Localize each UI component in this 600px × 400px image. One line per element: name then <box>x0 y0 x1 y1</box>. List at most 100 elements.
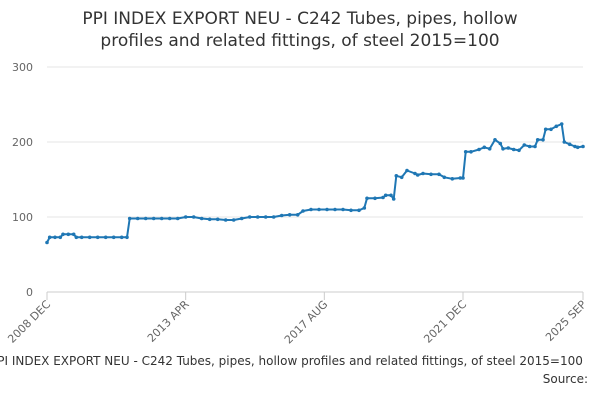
data-point <box>255 215 260 219</box>
x-tick-label: 2021 DEC <box>421 298 469 346</box>
data-point <box>562 140 567 144</box>
series-layer <box>45 122 585 245</box>
data-point <box>373 196 377 201</box>
data-point <box>535 138 540 142</box>
data-point <box>45 240 49 245</box>
data-point <box>357 208 361 213</box>
y-tick-label: 100 <box>12 211 33 224</box>
data-point <box>199 216 204 221</box>
y-tick-label: 300 <box>12 61 33 74</box>
chart-title-line-2: profiles and related fittings, of steel … <box>100 31 500 51</box>
data-point <box>442 175 447 180</box>
data-point <box>341 207 345 212</box>
data-point <box>437 172 441 177</box>
data-point <box>127 216 132 221</box>
data-point <box>394 174 399 178</box>
data-point <box>135 216 140 221</box>
data-point <box>405 168 409 173</box>
data-point <box>549 127 553 132</box>
data-point <box>223 218 228 222</box>
data-point <box>61 232 65 237</box>
data-point <box>383 193 388 198</box>
data-point <box>87 235 92 240</box>
x-tick-label: 2008 DEC <box>5 298 53 346</box>
data-point <box>111 235 116 240</box>
data-point <box>421 171 425 176</box>
data-point <box>295 213 300 217</box>
data-point <box>543 127 548 132</box>
data-point <box>381 195 385 200</box>
data-point <box>71 232 76 237</box>
data-point <box>47 235 52 240</box>
data-point <box>309 207 313 212</box>
data-point <box>429 172 433 177</box>
data-point <box>263 215 268 219</box>
data-point <box>527 144 532 149</box>
data-point <box>231 218 236 222</box>
data-point <box>461 176 465 180</box>
data-point <box>501 147 505 151</box>
data-point <box>95 235 100 240</box>
data-point <box>125 235 129 240</box>
x-tick-label: 2025 SEP <box>543 298 589 344</box>
data-point <box>215 217 220 222</box>
data-point <box>450 177 455 181</box>
data-point <box>191 215 196 219</box>
data-point <box>581 144 585 149</box>
data-point <box>506 146 511 150</box>
data-point <box>349 208 353 213</box>
y-tick-label: 0 <box>26 286 33 299</box>
data-point <box>301 209 305 213</box>
data-point <box>469 150 473 154</box>
data-point <box>333 207 337 212</box>
x-tick-label: 2013 APR <box>145 298 192 345</box>
data-point <box>119 235 124 240</box>
chart-title-line-1: PPI INDEX EXPORT NEU - C242 Tubes, pipes… <box>82 9 518 29</box>
data-point <box>79 235 84 240</box>
data-point <box>511 147 516 152</box>
x-tick-label: 2017 AUG <box>282 298 331 347</box>
data-point <box>541 138 545 142</box>
data-point <box>66 232 71 237</box>
source-label: Source: <box>542 372 588 386</box>
data-point <box>183 215 188 219</box>
data-point <box>575 145 580 150</box>
data-point <box>493 138 497 142</box>
data-point <box>74 235 79 240</box>
data-point <box>365 196 369 201</box>
data-point <box>167 216 172 221</box>
data-point <box>279 213 284 218</box>
data-point <box>533 144 537 149</box>
data-point <box>415 173 420 177</box>
y-tick-label: 200 <box>12 136 33 149</box>
data-point <box>247 215 252 219</box>
data-point <box>477 147 481 152</box>
data-point <box>559 122 564 126</box>
data-point <box>325 207 329 212</box>
data-point <box>103 235 108 240</box>
data-point <box>239 216 244 221</box>
data-point <box>554 124 559 129</box>
data-point <box>573 144 577 149</box>
data-point <box>567 142 572 147</box>
data-point <box>53 235 57 240</box>
chart-title: PPI INDEX EXPORT NEU - C242 Tubes, pipes… <box>0 8 600 52</box>
legend-series-label: PPI INDEX EXPORT NEU - C242 Tubes, pipes… <box>0 354 583 368</box>
data-point <box>143 216 148 221</box>
data-point <box>362 206 367 210</box>
data-point <box>463 150 468 154</box>
data-point <box>58 235 63 240</box>
data-point <box>317 207 321 212</box>
data-point <box>271 215 276 219</box>
data-point <box>207 217 212 222</box>
data-point <box>175 216 180 221</box>
data-point <box>399 175 404 180</box>
data-point <box>159 216 164 221</box>
data-point <box>498 141 503 146</box>
gridlines <box>47 66 583 218</box>
axes: 0 100 200 300 2008 DEC 2013 APR 2017 AUG 2021 D… <box>5 61 589 346</box>
data-point <box>151 216 156 221</box>
data-point <box>389 193 393 198</box>
data-point <box>458 176 463 180</box>
data-point <box>391 197 396 201</box>
